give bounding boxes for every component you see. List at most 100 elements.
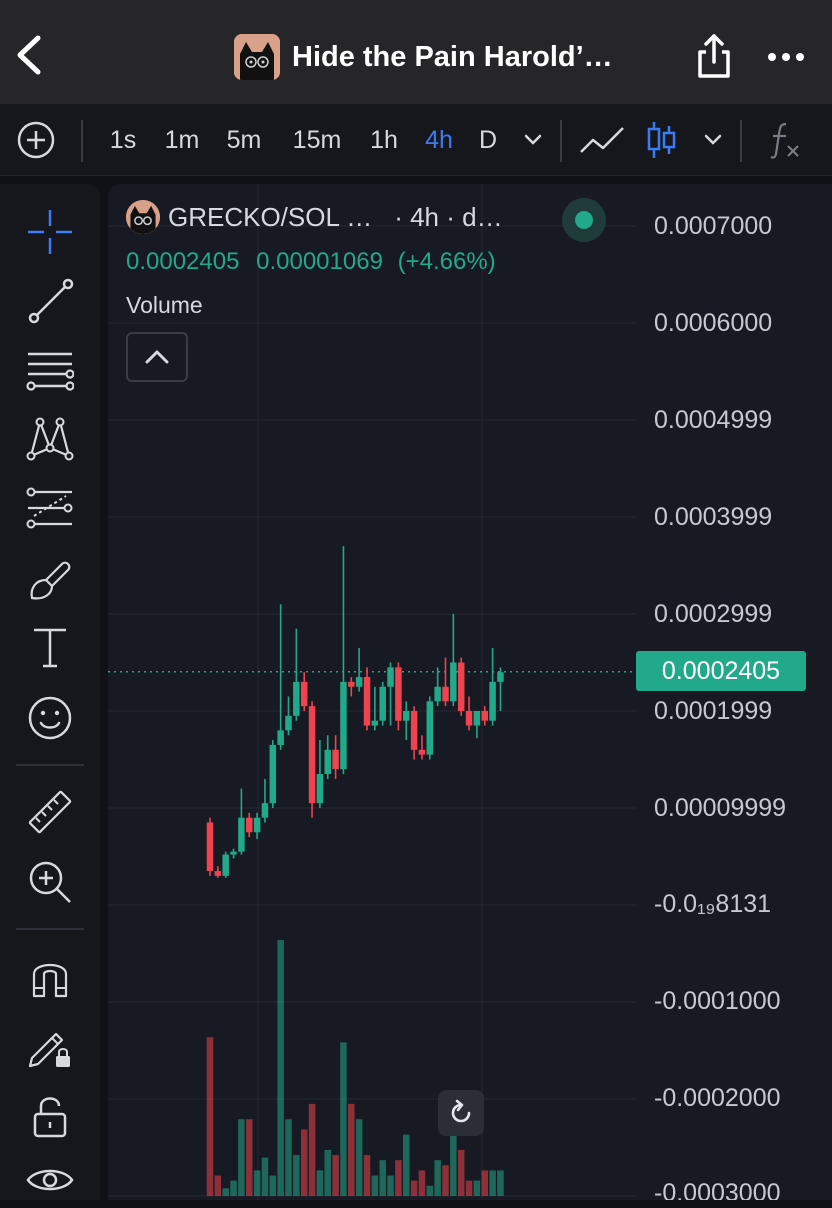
- smiley-icon: [28, 696, 72, 740]
- candle-body: [450, 662, 457, 702]
- candlestick-chart-button[interactable]: [644, 104, 678, 176]
- candle-body: [230, 851, 237, 855]
- current-price-tag: 0.0002405: [636, 651, 806, 691]
- price-axis-label: 0.0004999: [654, 406, 773, 434]
- candle-body: [473, 711, 481, 726]
- candle-body: [269, 744, 277, 804]
- candle-body: [465, 711, 473, 726]
- interval-5m[interactable]: 5m: [226, 125, 262, 154]
- candle-body: [316, 774, 324, 804]
- visibility-button[interactable]: [22, 1152, 78, 1208]
- volume-bar: [332, 1155, 339, 1196]
- more-options-button[interactable]: [764, 40, 808, 74]
- volume-bar: [316, 1170, 324, 1196]
- symbol-interval-info: · 4h · d…: [394, 201, 503, 232]
- trend-line-icon: [28, 278, 74, 324]
- volume-bar: [238, 1119, 245, 1196]
- sidebar-divider: [16, 928, 84, 930]
- interval-1m[interactable]: 1m: [164, 125, 200, 154]
- price-axis-label: 0.0001999: [654, 697, 773, 725]
- share-button[interactable]: [692, 32, 736, 82]
- page-title: Hide the Pain Harold’…: [292, 40, 613, 73]
- volume-bar: [481, 1170, 488, 1196]
- back-button[interactable]: [10, 30, 50, 80]
- volume-bar: [230, 1180, 237, 1196]
- chart-toolbar: 1s 1m 5m 15m 1h 4h D: [0, 104, 832, 176]
- lock-drawings-button[interactable]: [22, 1018, 78, 1074]
- volume-bar: [450, 1124, 457, 1196]
- candle-body: [371, 720, 379, 726]
- volume-bar: [418, 1170, 426, 1196]
- interval-d[interactable]: D: [478, 125, 498, 154]
- volume-bar: [222, 1188, 229, 1196]
- trend-line-tool-button[interactable]: [22, 272, 78, 328]
- candle-body: [418, 749, 426, 755]
- volume-bar: [340, 1042, 347, 1196]
- ruler-icon: [28, 790, 72, 834]
- chart-panel[interactable]: GRECKO/SOL … · 4h · d… 0.0002405 0.00001…: [108, 184, 832, 1200]
- drawing-tools-sidebar: [0, 184, 100, 1200]
- projection-icon: [26, 487, 73, 529]
- interval-1s[interactable]: 1s: [109, 125, 137, 154]
- candle-body: [214, 871, 222, 876]
- brush-tool-button[interactable]: [22, 550, 78, 606]
- sidebar-divider: [16, 764, 84, 766]
- legend-change: 0.00001069: [256, 248, 383, 275]
- candle-body: [206, 822, 214, 872]
- volume-bar: [253, 1170, 261, 1196]
- line-chart-button[interactable]: [578, 104, 628, 176]
- candle-body: [324, 749, 331, 775]
- chevron-up-icon: [145, 350, 169, 364]
- horizontal-lines-tool-button[interactable]: [22, 342, 78, 398]
- price-legend: 0.0002405 0.00001069 (+4.66%): [126, 248, 496, 276]
- pattern-tool-button[interactable]: [22, 410, 78, 466]
- symbol-legend[interactable]: GRECKO/SOL … · 4h · d…: [126, 200, 503, 234]
- collapse-legend-button[interactable]: [126, 332, 188, 382]
- price-axis-label: 0.00009999: [654, 794, 787, 822]
- reset-chart-button[interactable]: [438, 1090, 484, 1136]
- volume-bar: [355, 1119, 363, 1196]
- toolbar-divider: [81, 120, 83, 162]
- toolbar-divider: [740, 120, 742, 162]
- eye-icon: [26, 1169, 74, 1191]
- candle-body: [348, 681, 355, 687]
- chart-type-dropdown-button[interactable]: [698, 104, 728, 176]
- candle-body: [489, 681, 496, 721]
- add-indicator-button[interactable]: [14, 104, 58, 176]
- lock-all-button[interactable]: [22, 1088, 78, 1144]
- volume-indicator-label[interactable]: Volume: [126, 292, 203, 318]
- volume-bar: [293, 1155, 300, 1196]
- interval-dropdown-button[interactable]: [518, 104, 548, 176]
- token-avatar: [234, 34, 280, 80]
- function-fx-icon: [770, 122, 799, 159]
- candle-body: [395, 667, 402, 721]
- candle-body: [246, 817, 253, 833]
- magnet-icon: [32, 963, 68, 998]
- interval-4h[interactable]: 4h: [425, 125, 453, 154]
- projection-tool-button[interactable]: [22, 480, 78, 536]
- line-chart-icon: [580, 127, 624, 153]
- volume-bar: [300, 1129, 308, 1196]
- indicators-fx-button[interactable]: [766, 104, 806, 176]
- volume-bar: [285, 1119, 292, 1196]
- text-tool-button[interactable]: [22, 620, 78, 676]
- price-axis-label: -0.0003000: [654, 1179, 781, 1200]
- token-title-group[interactable]: Hide the Pain Harold’…: [234, 32, 613, 82]
- magnet-tool-button[interactable]: [22, 948, 78, 1004]
- candle-body: [481, 711, 488, 721]
- market-status-indicator[interactable]: [562, 198, 606, 242]
- interval-15m[interactable]: 15m: [292, 125, 342, 154]
- candle-body: [340, 681, 347, 770]
- crosshair-tool-button[interactable]: [22, 204, 78, 260]
- symbol-name: GRECKO/SOL …: [168, 201, 373, 232]
- candle-body: [277, 730, 284, 745]
- candlestick-chart[interactable]: [108, 184, 832, 1200]
- plus-circle-icon: [17, 121, 55, 159]
- interval-1h[interactable]: 1h: [370, 125, 398, 154]
- zoom-in-tool-button[interactable]: [22, 854, 78, 910]
- volume-bar: [465, 1180, 473, 1196]
- measure-tool-button[interactable]: [22, 784, 78, 840]
- price-axis-label: -0.0₁₉8131: [654, 890, 772, 918]
- status-dot-icon: [575, 211, 593, 229]
- emoji-tool-button[interactable]: [22, 690, 78, 746]
